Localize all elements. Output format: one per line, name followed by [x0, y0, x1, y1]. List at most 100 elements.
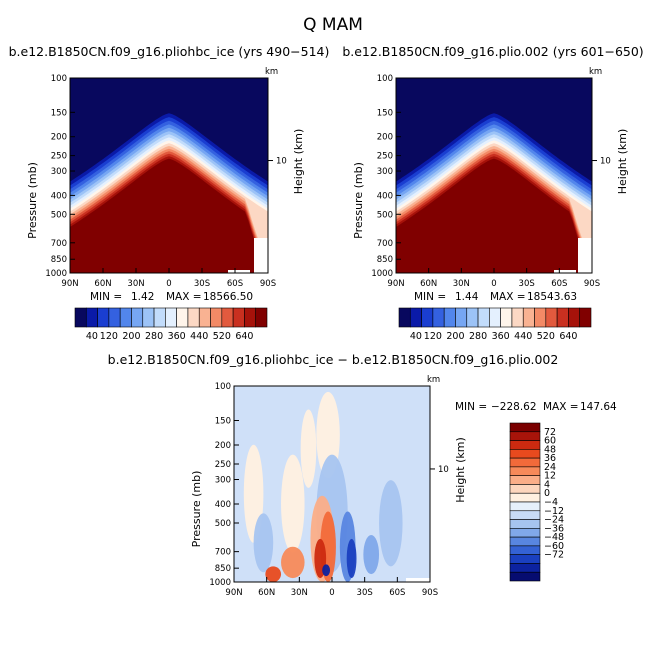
- colorbar-swatch: [545, 307, 558, 328]
- x-tick-label: 60N: [94, 279, 111, 289]
- panel-diff-max-label: MAX =: [543, 401, 579, 413]
- colorbar-swatch: [509, 466, 541, 476]
- x-tick-label: 90N: [225, 588, 242, 598]
- colorbar-label: 520: [213, 331, 231, 342]
- x-tick-label: 0: [491, 279, 496, 289]
- colorbar-label: 440: [190, 331, 208, 342]
- x-tick-label: 30S: [519, 279, 535, 289]
- colorbar-swatch: [509, 571, 541, 582]
- colorbar-label: 640: [235, 331, 253, 342]
- km-unit-label: km: [265, 67, 278, 77]
- panel-right-max: 18543.63: [527, 291, 577, 303]
- colorbar-label: 40: [410, 331, 422, 342]
- y-tick-label: 200: [377, 133, 393, 143]
- x-tick-label: 30N: [291, 588, 308, 598]
- contour-band: [70, 158, 268, 273]
- colorbar-label: 60: [544, 436, 556, 447]
- x-tick-label: 30N: [453, 279, 470, 289]
- surface-topography: [554, 270, 576, 273]
- colorbar-swatch: [398, 307, 411, 328]
- colorbar-label: −12: [544, 506, 564, 517]
- y-tick-label: 500: [377, 210, 393, 220]
- colorbar: 40 120 200 280 360 440 520 640: [398, 307, 592, 342]
- colorbar-swatch: [153, 307, 166, 328]
- x-tick-label: 60S: [551, 279, 567, 289]
- contour-blob: [300, 409, 317, 488]
- colorbar-swatch: [142, 307, 155, 328]
- contour-blob: [281, 546, 305, 579]
- panel-left-max-label: MAX =: [166, 291, 202, 303]
- colorbar-swatch: [556, 307, 569, 328]
- colorbar-swatch: [165, 307, 177, 328]
- colorbar-label: 360: [168, 331, 186, 342]
- colorbar-swatch: [466, 307, 479, 328]
- colorbar-label: 0: [544, 488, 550, 499]
- colorbar-label: 200: [122, 331, 140, 342]
- y-axis-right-label: Height (km): [454, 437, 467, 503]
- colorbar-swatch: [477, 307, 490, 328]
- colorbar-label: 72: [544, 427, 556, 438]
- contour-blob: [322, 564, 331, 577]
- colorbar-label: 120: [100, 331, 118, 342]
- colorbar-swatch: [509, 475, 541, 485]
- panel-left-min: 1.42: [131, 291, 154, 303]
- km-tick-label: 10: [438, 465, 449, 475]
- colorbar-swatch: [176, 307, 189, 328]
- colorbar-label: 640: [559, 331, 577, 342]
- y-tick-label: 1000: [371, 269, 393, 279]
- km-tick-label: 10: [276, 157, 287, 167]
- y-tick-label: 300: [377, 167, 393, 177]
- y-tick-label: 500: [51, 210, 67, 220]
- panel-right-min: 1.44: [455, 291, 479, 303]
- colorbar-label: −24: [544, 515, 564, 526]
- y-axis-right-label: Height (km): [292, 129, 305, 195]
- y-axis-label: Pressure (mb): [352, 162, 365, 239]
- panel-left-title: b.e12.B1850CN.f09_g16.pliohbc_ice (yrs 4…: [9, 44, 330, 59]
- colorbar-label: 24: [544, 462, 556, 473]
- km-unit-label: km: [427, 375, 440, 385]
- contour-blob: [379, 480, 403, 567]
- panel-diff-min: −228.62: [491, 401, 537, 413]
- colorbar-swatch: [409, 307, 422, 328]
- colorbar-swatch: [232, 307, 245, 328]
- panel-right-title: b.e12.B1850CN.f09_g16.plio.002 (yrs 601−…: [342, 44, 643, 59]
- colorbar-swatch: [432, 307, 445, 328]
- colorbar-swatch: [509, 492, 541, 503]
- colorbar-label: 36: [544, 453, 556, 464]
- contour-blob: [253, 513, 274, 573]
- x-tick-label: 60N: [420, 279, 437, 289]
- contour-blob: [346, 538, 357, 579]
- x-tick-label: 0: [329, 588, 334, 598]
- colorbar-swatch: [509, 431, 541, 441]
- colorbar-swatch: [489, 307, 501, 328]
- y-tick-label: 700: [377, 239, 393, 249]
- x-tick-label: 90S: [422, 588, 438, 598]
- y-tick-label: 850: [51, 255, 67, 265]
- y-tick-label: 250: [377, 152, 393, 162]
- colorbar-label: 440: [514, 331, 532, 342]
- panel-diff: b.e12.B1850CN.f09_g16.pliohbc_ice − b.e1…: [108, 352, 617, 598]
- colorbar-label: −60: [544, 541, 564, 552]
- colorbar-swatch: [131, 307, 144, 328]
- colorbar-label: 120: [424, 331, 442, 342]
- colorbar-label: 200: [446, 331, 464, 342]
- colorbar-swatch: [509, 510, 541, 520]
- colorbar-swatch: [511, 307, 524, 328]
- y-tick-label: 1000: [45, 269, 67, 279]
- contour-blob: [265, 566, 282, 582]
- colorbar-label: 48: [544, 444, 556, 455]
- colorbar-swatch: [500, 307, 513, 328]
- y-tick-label: 150: [51, 108, 67, 118]
- surface-topography: [406, 578, 430, 582]
- colorbar-swatch: [509, 457, 541, 468]
- y-tick-label: 100: [377, 74, 393, 84]
- panel-diff-min-label: MIN =: [455, 401, 487, 413]
- y-tick-label: 300: [215, 476, 231, 486]
- x-tick-label: 0: [166, 279, 171, 289]
- y-tick-label: 100: [51, 74, 67, 84]
- colorbar-swatch: [198, 307, 211, 328]
- colorbar-swatch: [210, 307, 223, 328]
- colorbar-label: 40: [86, 331, 98, 342]
- y-tick-label: 400: [377, 191, 393, 201]
